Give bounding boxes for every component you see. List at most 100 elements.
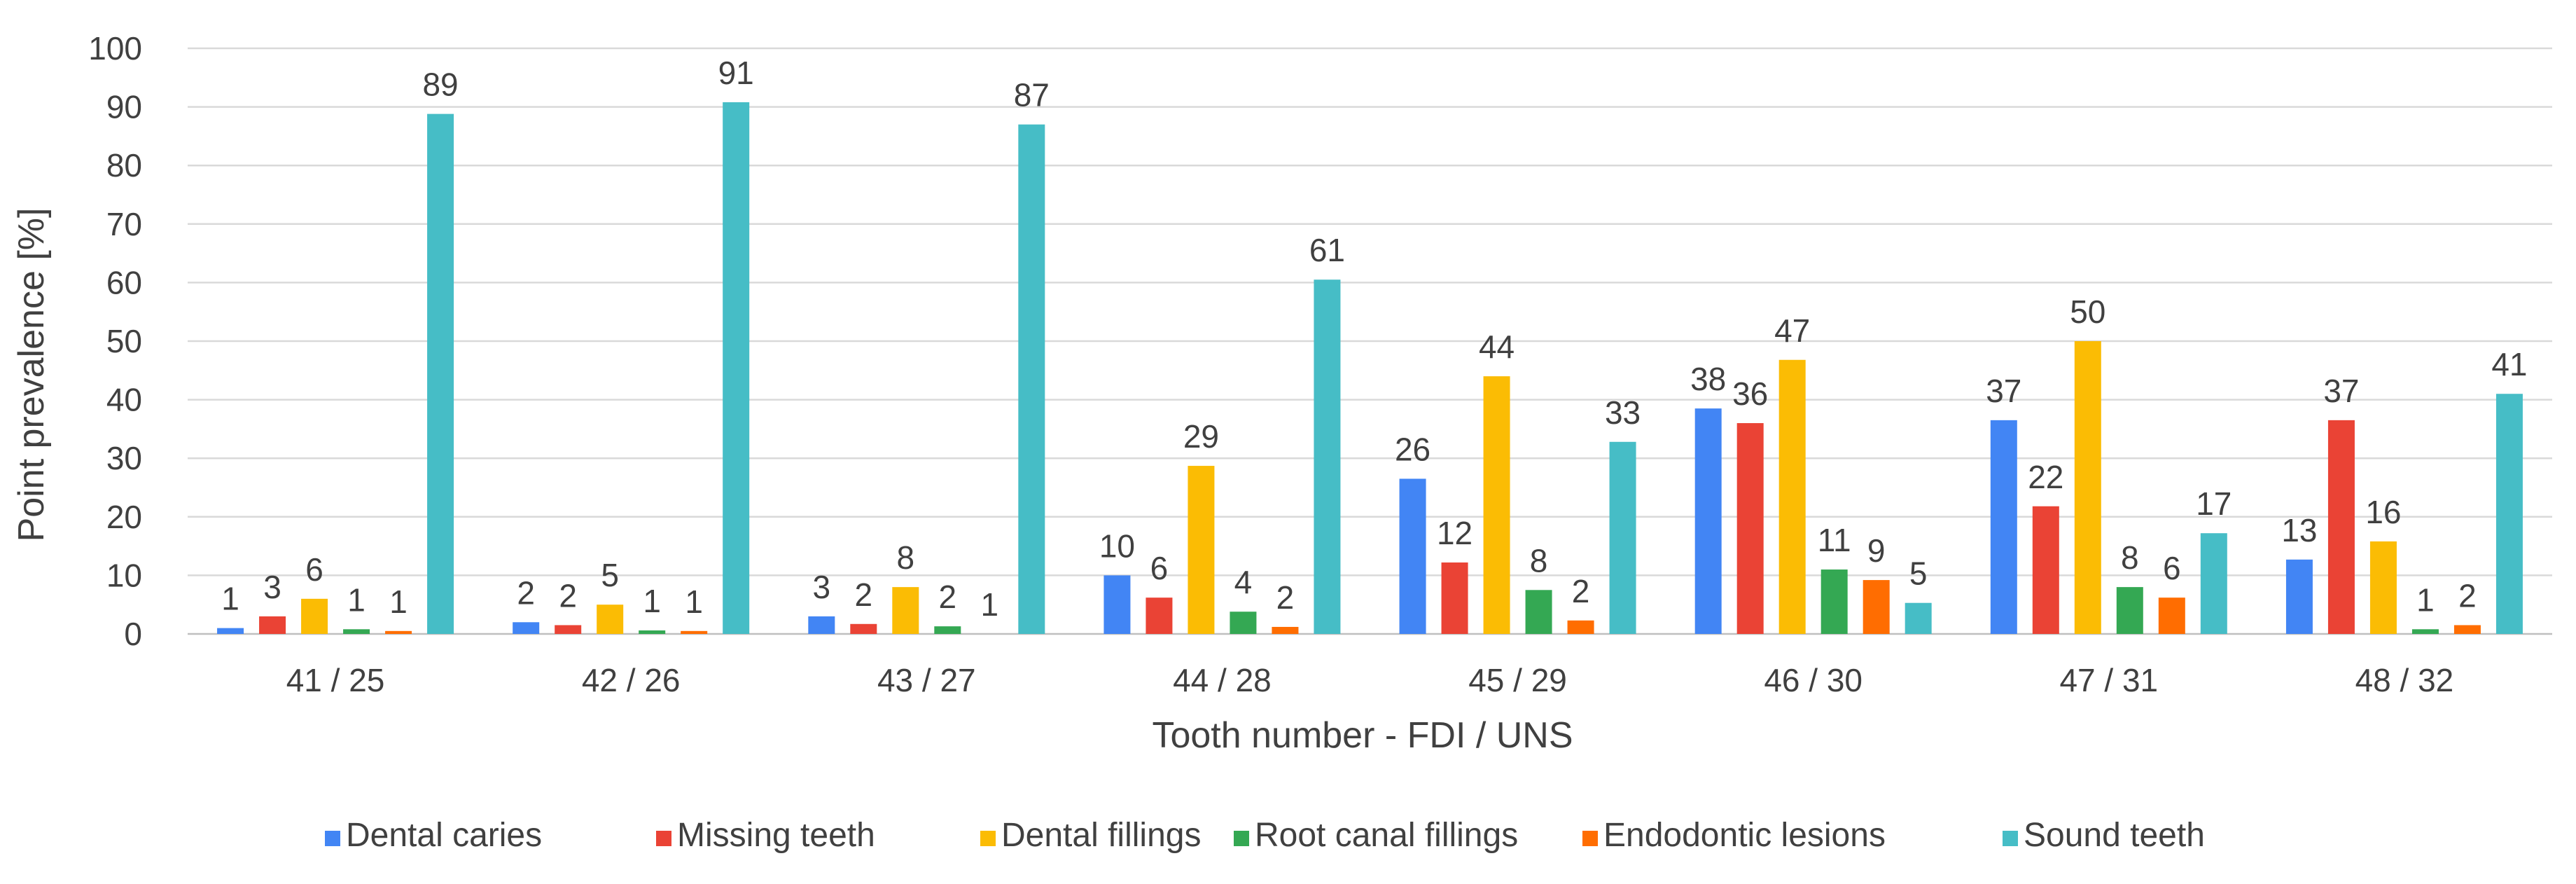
bar bbox=[2158, 598, 2185, 634]
data-label: 89 bbox=[422, 67, 458, 103]
bar bbox=[1609, 441, 1636, 634]
y-tick-label: 10 bbox=[106, 557, 142, 593]
bar bbox=[1230, 612, 1257, 634]
legend-label: Dental caries bbox=[346, 817, 542, 854]
data-label: 8 bbox=[1530, 542, 1548, 579]
data-label: 37 bbox=[2323, 373, 2359, 409]
bar bbox=[1863, 580, 1890, 634]
bar bbox=[723, 102, 750, 635]
bar bbox=[892, 587, 919, 634]
data-label: 17 bbox=[2196, 485, 2232, 522]
data-label: 12 bbox=[1437, 515, 1473, 551]
bar bbox=[2411, 629, 2439, 634]
bar bbox=[808, 616, 835, 634]
data-label: 1 bbox=[347, 581, 365, 618]
data-label: 26 bbox=[1395, 431, 1430, 467]
data-label: 5 bbox=[601, 557, 619, 593]
legend-swatch bbox=[1234, 831, 1249, 846]
data-label: 33 bbox=[1605, 394, 1641, 431]
bar bbox=[555, 625, 582, 634]
data-label: 1 bbox=[389, 583, 408, 620]
bar bbox=[2074, 341, 2101, 634]
bar bbox=[1736, 423, 1764, 634]
data-label: 6 bbox=[305, 551, 323, 588]
bar bbox=[1525, 590, 1552, 634]
bar bbox=[2200, 533, 2227, 634]
y-tick-label: 20 bbox=[106, 499, 142, 535]
bar bbox=[1314, 279, 1341, 634]
x-tick-label: 48 / 32 bbox=[2355, 662, 2454, 698]
bar bbox=[850, 623, 877, 634]
y-axis-ticks: 0 10 20 30 40 50 60 70 80 90 100 bbox=[88, 30, 142, 652]
x-tick-label: 47 / 31 bbox=[2059, 662, 2158, 698]
y-tick-label: 60 bbox=[106, 264, 142, 301]
x-tick-label: 41 / 25 bbox=[286, 662, 385, 698]
y-tick-label: 70 bbox=[106, 206, 142, 242]
bar bbox=[1272, 626, 1299, 634]
legend-swatch bbox=[2003, 831, 2018, 846]
data-label: 16 bbox=[2365, 494, 2401, 530]
data-label: 2 bbox=[1276, 579, 1295, 616]
bar bbox=[1441, 562, 1468, 634]
bar bbox=[2453, 625, 2481, 634]
legend-label: Root canal fillings bbox=[1255, 817, 1518, 854]
data-label: 11 bbox=[1818, 522, 1851, 558]
bar bbox=[1018, 124, 1045, 634]
bar bbox=[385, 630, 412, 634]
y-tick-label: 100 bbox=[88, 30, 142, 67]
data-label: 6 bbox=[2163, 550, 2181, 586]
data-label: 50 bbox=[2070, 293, 2105, 330]
bar bbox=[639, 630, 666, 634]
data-label: 9 bbox=[1867, 532, 1886, 569]
bar bbox=[513, 622, 540, 634]
legend: Dental caries Missing teeth Dental filling… bbox=[325, 817, 2205, 854]
bar bbox=[2327, 420, 2355, 634]
bar bbox=[1990, 420, 2017, 634]
data-label: 10 bbox=[1099, 527, 1135, 564]
bar bbox=[217, 628, 244, 634]
y-tick-label: 30 bbox=[106, 440, 142, 476]
x-tick-label: 43 / 27 bbox=[877, 662, 976, 698]
data-label: 61 bbox=[1309, 232, 1345, 268]
data-label: 5 bbox=[1909, 555, 1928, 592]
data-label: 22 bbox=[2028, 459, 2063, 495]
data-label: 13 bbox=[2281, 512, 2317, 548]
gridlines bbox=[188, 47, 2552, 635]
data-label: 8 bbox=[897, 539, 915, 576]
x-axis-ticks: 41 / 25 42 / 26 43 / 27 44 / 28 45 / 29 46 / … bbox=[286, 662, 2454, 698]
bar bbox=[597, 605, 624, 634]
x-tick-label: 42 / 26 bbox=[582, 662, 681, 698]
data-label: 37 bbox=[1986, 373, 2021, 409]
data-label: 8 bbox=[2121, 539, 2139, 576]
bar bbox=[1820, 569, 1848, 634]
x-tick-label: 46 / 30 bbox=[1764, 662, 1863, 698]
data-label: 1 bbox=[981, 586, 999, 623]
bar bbox=[1188, 466, 1215, 634]
bar bbox=[934, 626, 961, 634]
bar bbox=[1778, 359, 1806, 634]
bar bbox=[681, 630, 708, 634]
x-axis-title: Tooth number - FDI / UNS bbox=[1152, 715, 1573, 756]
x-tick-label: 45 / 29 bbox=[1468, 662, 1567, 698]
bar bbox=[2369, 541, 2397, 634]
y-tick-label: 80 bbox=[106, 147, 142, 184]
data-label: 2 bbox=[2458, 577, 2477, 614]
bar bbox=[2032, 506, 2059, 634]
data-label: 2 bbox=[855, 576, 873, 613]
y-tick-label: 40 bbox=[106, 382, 142, 418]
bar bbox=[1483, 376, 1510, 634]
data-label: 41 bbox=[2491, 346, 2527, 382]
y-tick-label: 90 bbox=[106, 89, 142, 125]
bar bbox=[1567, 620, 1594, 634]
data-label: 3 bbox=[813, 569, 831, 605]
bar bbox=[2495, 394, 2523, 634]
data-label: 47 bbox=[1774, 312, 1810, 349]
data-label: 29 bbox=[1183, 418, 1219, 455]
data-label: 36 bbox=[1732, 375, 1768, 412]
bar bbox=[1905, 602, 1932, 634]
y-tick-label: 50 bbox=[106, 323, 142, 359]
data-label: 38 bbox=[1690, 361, 1726, 397]
bar bbox=[427, 113, 454, 634]
